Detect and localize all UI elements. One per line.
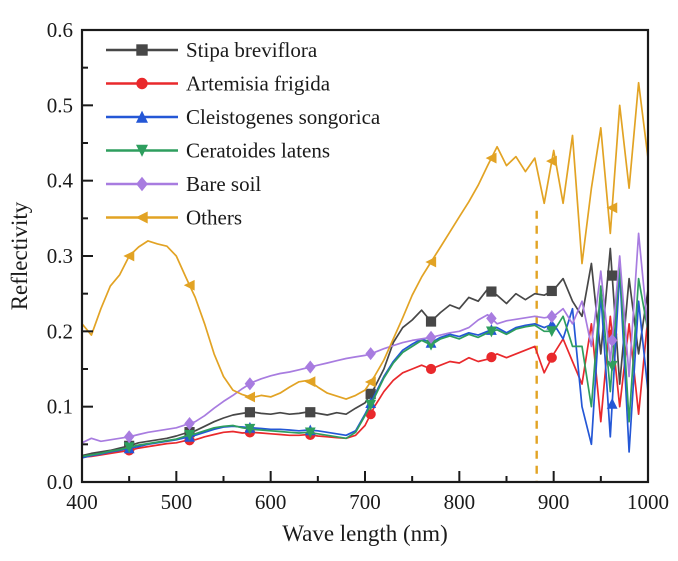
series-marker-ceratoides-latens [485, 326, 497, 338]
series-marker-ceratoides-latens [365, 399, 377, 411]
series-marker-bare-soil [244, 377, 256, 391]
y-axis-title: Reflectivity [7, 201, 32, 311]
x-tick-label: 900 [538, 490, 570, 514]
y-tick-label: 0.5 [47, 93, 73, 117]
series-marker-cleistogenes-songorica [606, 397, 618, 409]
series-marker-others [425, 256, 437, 268]
series-marker-artemisia-frigida [546, 352, 557, 363]
series-others [81, 81, 649, 403]
series-marker-others [485, 152, 497, 164]
series-marker-bare-soil [305, 360, 316, 374]
legend-label: Others [186, 206, 242, 230]
series-marker-stipa-breviflora [486, 286, 497, 297]
legend-marker-square [136, 44, 148, 56]
x-axis-title: Wave length (nm) [282, 521, 448, 546]
legend-label: Bare soil [186, 172, 261, 196]
y-tick-label: 0.2 [47, 319, 73, 343]
series-marker-ceratoides-latens [304, 427, 316, 439]
y-tick-label: 0.1 [47, 395, 73, 419]
series-marker-bare-soil [546, 310, 558, 324]
y-tick-label: 0.0 [47, 470, 73, 494]
series-marker-ceratoides-latens [184, 430, 195, 441]
series-marker-bare-soil [606, 333, 618, 347]
series-marker-bare-soil [486, 311, 497, 325]
series-marker-artemisia-frigida [486, 351, 497, 363]
series-line-ceratoides-latens [81, 262, 649, 458]
series-marker-others [123, 250, 135, 262]
legend-item-stipa-breviflora: Stipa breviflora [106, 38, 318, 62]
legend: Stipa breviflora Artemisia frigida Cleisto… [106, 38, 381, 230]
legend-label: Artemisia frigida [186, 72, 331, 96]
legend-marker-triangle-down [135, 144, 149, 157]
y-tick-label: 0.3 [47, 244, 73, 268]
series-marker-stipa-breviflora [425, 316, 437, 327]
series-marker-ceratoides-latens [606, 360, 618, 372]
series-ceratoides-latens [81, 262, 649, 458]
legend-item-artemisia-frigida: Artemisia frigida [106, 72, 331, 96]
series-marker-others [304, 376, 316, 388]
x-tick-label: 1000 [627, 490, 669, 514]
series-marker-others [364, 376, 376, 388]
y-tick-label: 0.4 [47, 169, 74, 193]
series-marker-stipa-breviflora [305, 407, 316, 418]
legend-marker-circle [136, 77, 148, 90]
legend-label: Ceratoides latens [186, 139, 330, 163]
x-tick-label: 700 [349, 490, 381, 514]
legend-item-ceratoides-latens: Ceratoides latens [106, 139, 330, 163]
series-marker-others [183, 279, 195, 291]
series-marker-others [244, 391, 256, 403]
x-tick-label: 400 [66, 490, 98, 514]
series-marker-bare-soil [365, 347, 376, 361]
legend-item-cleistogenes-songorica: Cleistogenes songorica [106, 105, 381, 129]
x-tick-label: 800 [444, 490, 476, 514]
series-bare-soil [81, 232, 649, 444]
legend-marker-diamond [136, 176, 148, 192]
y-tick-label: 0.6 [47, 18, 73, 42]
legend-item-others: Others [106, 206, 242, 230]
legend-label: Cleistogenes songorica [186, 105, 381, 129]
series-marker-stipa-breviflora [546, 285, 557, 297]
series-marker-bare-soil [123, 430, 135, 444]
series-marker-others [606, 202, 618, 214]
series-marker-stipa-breviflora [244, 407, 256, 418]
series-marker-bare-soil [425, 330, 437, 344]
legend-marker-triangle-left [135, 211, 148, 224]
series-marker-stipa-breviflora [607, 270, 618, 281]
legend-label: Stipa breviflora [186, 38, 318, 62]
series-marker-ceratoides-latens [244, 423, 256, 435]
legend-marker-triangle-up [135, 110, 149, 123]
series-marker-ceratoides-latens [546, 326, 558, 338]
x-tick-label: 600 [255, 490, 287, 514]
series-marker-artemisia-frigida [425, 363, 437, 375]
x-tick-label: 500 [161, 490, 193, 514]
series-marker-bare-soil [184, 416, 195, 431]
series-marker-others [546, 155, 557, 167]
series-line-others [81, 81, 649, 400]
legend-item-bare-soil: Bare soil [106, 172, 261, 196]
